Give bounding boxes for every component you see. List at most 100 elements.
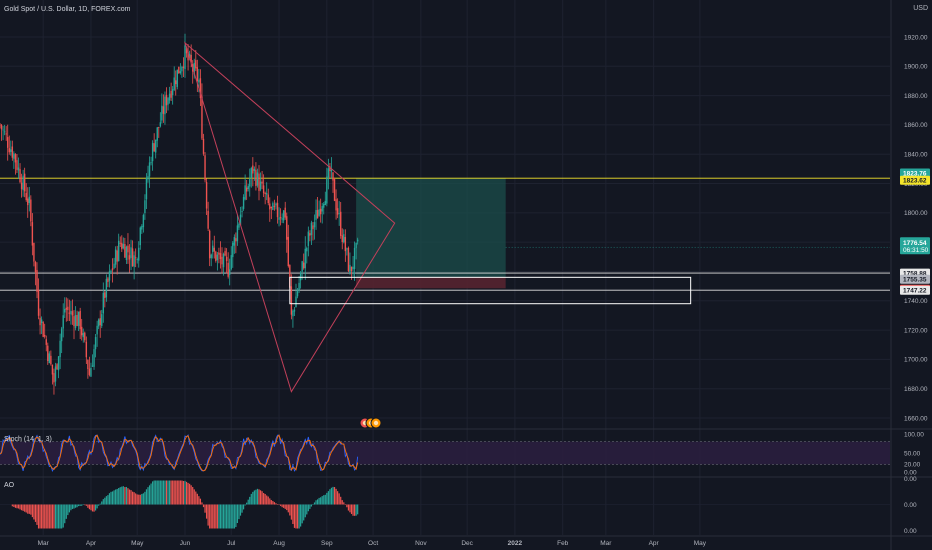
candle-up xyxy=(193,62,195,75)
price-tick-label: 1720.00 xyxy=(904,327,928,334)
candle-down xyxy=(269,203,271,210)
ao-bar xyxy=(221,504,223,529)
price-tick-label: 1680.00 xyxy=(904,386,928,393)
ao-bar xyxy=(239,504,242,516)
drawings-layer[interactable] xyxy=(184,41,692,393)
candle-down xyxy=(45,339,47,345)
event-icon-dot xyxy=(373,420,379,426)
ao-bar xyxy=(242,504,245,510)
candle-up xyxy=(171,89,174,96)
ao-bar xyxy=(36,504,38,525)
candle-down xyxy=(87,360,89,369)
ao-bar xyxy=(53,504,55,529)
candle-down xyxy=(341,235,343,243)
candle-down xyxy=(309,233,311,236)
candle-up xyxy=(168,93,171,101)
candle-down xyxy=(170,90,172,98)
candle-up xyxy=(145,177,148,200)
ao-bar xyxy=(59,504,61,529)
candle-down xyxy=(270,206,273,209)
horizontal-lines[interactable] xyxy=(0,177,890,291)
ao-bar xyxy=(333,487,336,505)
ao-bar xyxy=(145,489,148,505)
stoch-indicator-label[interactable]: Stoch (14, 1, 3) xyxy=(4,436,52,443)
ao-bar xyxy=(115,489,117,505)
ao-bar xyxy=(181,480,183,505)
candle-up xyxy=(3,131,6,133)
candle-down xyxy=(111,268,114,271)
candle-down xyxy=(5,133,7,135)
ao-bar xyxy=(124,487,126,505)
candle-down xyxy=(56,364,58,370)
ao-bar xyxy=(193,489,195,505)
candle-up xyxy=(141,226,143,230)
ao-bar xyxy=(306,504,308,515)
candle-down xyxy=(178,66,180,74)
ao-bar xyxy=(335,488,337,505)
candle-down xyxy=(84,332,86,341)
candle-up xyxy=(150,162,152,164)
ao-indicator-label[interactable]: AO xyxy=(4,482,15,489)
rectangle-drawing[interactable] xyxy=(289,276,692,305)
time-axis[interactable]: Mar Apr May Jun Jul Aug Sep Oct Nov Dec 2022 Feb Mar… xyxy=(38,540,707,547)
ao-bar xyxy=(252,491,254,505)
ao-bar xyxy=(102,499,104,505)
ao-bar xyxy=(267,496,269,505)
time-tick-label: Jul xyxy=(227,540,236,547)
price-tick-label: 1900.00 xyxy=(904,64,928,71)
candle-up xyxy=(64,308,66,313)
candle-up xyxy=(96,325,98,335)
long-position-stop-zone[interactable] xyxy=(356,277,506,289)
ao-bar xyxy=(326,492,328,505)
ao-bar xyxy=(184,480,186,505)
candle-up xyxy=(54,366,57,382)
candle-down xyxy=(119,242,121,244)
ao-bar xyxy=(278,504,280,505)
candle-down xyxy=(30,199,32,222)
candle-up xyxy=(40,319,43,324)
ao-bar xyxy=(152,481,154,505)
candle-up xyxy=(281,218,283,220)
candle-down xyxy=(51,364,54,375)
time-tick-label: 2022 xyxy=(508,540,523,547)
candle-down xyxy=(19,169,21,183)
ao-bar xyxy=(104,497,106,505)
ao-bar xyxy=(270,500,272,505)
ao-bar xyxy=(139,494,141,505)
candle-up xyxy=(298,282,300,291)
candle-up xyxy=(301,261,303,272)
ao-bar xyxy=(329,489,331,505)
ao-bar xyxy=(122,486,124,505)
ao-bar xyxy=(246,502,248,505)
candle-down xyxy=(182,66,185,68)
ao-bar xyxy=(259,490,262,505)
symbol-title[interactable]: Gold Spot / U.S. Dollar, 1D, FOREX.com xyxy=(4,6,131,13)
long-position-target-zone[interactable] xyxy=(356,178,506,278)
ao-bar xyxy=(113,490,115,505)
candle-up xyxy=(241,211,243,213)
candle-up xyxy=(118,240,120,261)
ao-bar xyxy=(284,504,286,509)
triangle-drawing[interactable] xyxy=(184,41,396,393)
ao-bar xyxy=(310,504,313,507)
event-icons[interactable] xyxy=(359,417,382,429)
candle-up xyxy=(108,271,111,281)
ao-bar xyxy=(164,480,166,505)
ao-bar xyxy=(222,504,225,529)
candles-series xyxy=(0,33,359,395)
candle-down xyxy=(65,307,67,310)
candle-up xyxy=(155,139,157,153)
candle-down xyxy=(47,345,49,362)
candle-up xyxy=(181,66,183,72)
ao-bar xyxy=(153,480,155,505)
ao-bar xyxy=(70,504,72,511)
currency-label[interactable]: USD xyxy=(913,5,928,12)
candle-up xyxy=(338,213,340,215)
time-tick-label: Mar xyxy=(600,540,612,547)
ao-bar xyxy=(199,498,202,505)
candle-up xyxy=(22,175,24,191)
candle-down xyxy=(50,355,52,365)
candle-up xyxy=(304,248,306,269)
